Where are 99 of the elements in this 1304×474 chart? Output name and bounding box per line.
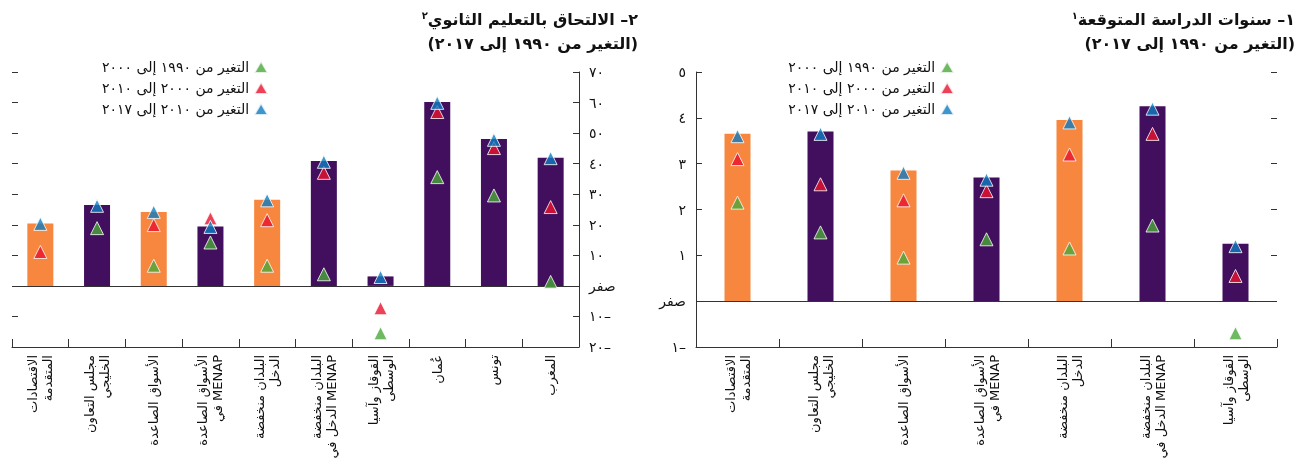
y-tick-label: ٣: [678, 155, 687, 172]
legend-label: التغير من ٢٠١٠ إلى ٢٠١٧: [788, 101, 936, 118]
point: [1228, 239, 1243, 254]
x-tick-label: القوقاز وآسيا الوسطى: [1219, 355, 1252, 426]
point: [1062, 147, 1077, 162]
y-tick-label: ١: [678, 247, 686, 264]
point: [730, 129, 745, 144]
legend-label: التغير من ٢٠٠٠ إلى ٢٠١٠: [788, 80, 936, 97]
y-tick-label: ٦٠: [589, 94, 605, 111]
y-tick-label: ٥: [678, 64, 686, 80]
point: [813, 126, 828, 141]
point: [730, 195, 745, 210]
point: [430, 95, 445, 110]
x-tick-label: البلدان منخفضة الدخل في MENAP: [308, 354, 339, 459]
point: [896, 193, 911, 208]
y-tick-label: ٣٠: [589, 186, 605, 203]
point: [373, 326, 388, 341]
y-tick-label: ٢٠–: [589, 339, 612, 355]
legend-label: التغير من ١٩٩٠ إلى ٢٠٠٠: [102, 59, 250, 76]
point: [1145, 218, 1160, 233]
point: [1062, 241, 1077, 256]
x-tick-label: الأسواق الصاعدة: [895, 355, 912, 446]
x-tick-label: الأسواق الصاعدة: [145, 355, 163, 446]
bar: [973, 177, 1000, 302]
legend-label: التغير من ١٩٩٠ إلى ٢٠٠٠: [788, 59, 936, 76]
point: [486, 188, 501, 203]
point: [813, 177, 828, 192]
point: [1062, 115, 1077, 130]
chart-subtitle: (التغير من ١٩٩٠ إلى ٢٠١٧): [426, 33, 638, 56]
y-tick-label: ٥٠: [589, 125, 605, 142]
x-tick-label: عُمان: [429, 355, 445, 384]
y-tick-label: ٤: [678, 109, 686, 126]
bar: [310, 160, 337, 286]
point: [316, 154, 331, 169]
point: [373, 301, 388, 316]
x-tick-label: الأسواق الصاعدة في MENAP: [970, 354, 1002, 446]
point: [486, 132, 501, 147]
point: [1228, 326, 1243, 341]
point: [203, 219, 218, 234]
bar: [424, 101, 451, 286]
point: [813, 225, 828, 240]
point: [146, 218, 161, 233]
x-tick-label: مجلس التعاون الخليجي: [82, 355, 113, 433]
chart-title: ٢– الالتحاق بالتعليم الثانوي$^{٢}$: [421, 9, 638, 32]
point: [543, 200, 558, 215]
y-tick-label: ٧٠: [589, 64, 605, 80]
bar: [890, 170, 917, 302]
point: [979, 232, 994, 247]
x-tick-label: القوقاز وآسيا الوسطى: [364, 355, 397, 426]
y-tick-label: ٢: [678, 201, 686, 218]
bar: [480, 138, 507, 286]
point: [896, 165, 911, 180]
x-tick-label: تونس: [486, 354, 503, 386]
point: [146, 258, 161, 273]
x-tick-label: الاقتصادات المتقدمة: [722, 355, 753, 414]
x-tick-label: الاقتصادات المتقدمة: [25, 355, 56, 414]
x-tick-label: البلدان منخفضة الدخل في MENAP: [1137, 354, 1168, 459]
bar: [1139, 106, 1166, 302]
x-tick-label: الأسواق الصاعدة في MENAP: [194, 354, 226, 446]
point: [730, 152, 745, 167]
point: [1145, 101, 1160, 116]
point: [979, 184, 994, 199]
y-tick-label: ١٠–: [589, 308, 612, 325]
point: [203, 235, 218, 250]
point: [543, 274, 558, 289]
point: [979, 172, 994, 187]
y-tick-label: صفر: [658, 293, 686, 311]
point: [430, 170, 445, 185]
legend-label: التغير من ٢٠١٠ إلى ٢٠١٧: [102, 101, 250, 118]
chart-subtitle: (التغير من ١٩٩٠ إلى ٢٠١٧): [1083, 33, 1295, 56]
y-tick-label: ١–: [671, 339, 686, 355]
y-tick-label: صفر: [588, 277, 616, 295]
point: [33, 244, 48, 259]
point: [260, 258, 275, 273]
y-tick-label: ٢٠: [589, 216, 605, 233]
bar: [537, 157, 564, 286]
x-tick-label: مجلس التعاون الخليجي: [805, 355, 836, 433]
bar: [84, 204, 111, 286]
bar: [1056, 120, 1083, 302]
point: [90, 221, 105, 236]
x-tick-label: البلدان منخفضة الدخل: [1054, 355, 1085, 440]
point: [316, 267, 331, 282]
point: [1145, 126, 1160, 141]
point: [146, 204, 161, 219]
y-tick-label: ٤٠: [589, 155, 605, 172]
point: [260, 193, 275, 208]
chart-title: ١– سنوات الدراسة المتوقعة$^{١}$: [1071, 9, 1295, 32]
point: [896, 250, 911, 265]
point: [33, 216, 48, 231]
legend-label: التغير من ٢٠٠٠ إلى ٢٠١٠: [102, 80, 250, 97]
y-tick-label: ١٠: [589, 247, 605, 264]
point: [90, 198, 105, 213]
x-tick-label: البلدان منخفضة الدخل: [252, 355, 283, 440]
x-tick-label: المغرب: [543, 355, 560, 396]
point: [543, 151, 558, 166]
bar: [724, 133, 751, 302]
bar: [807, 131, 834, 302]
point: [260, 213, 275, 228]
point: [373, 270, 388, 285]
